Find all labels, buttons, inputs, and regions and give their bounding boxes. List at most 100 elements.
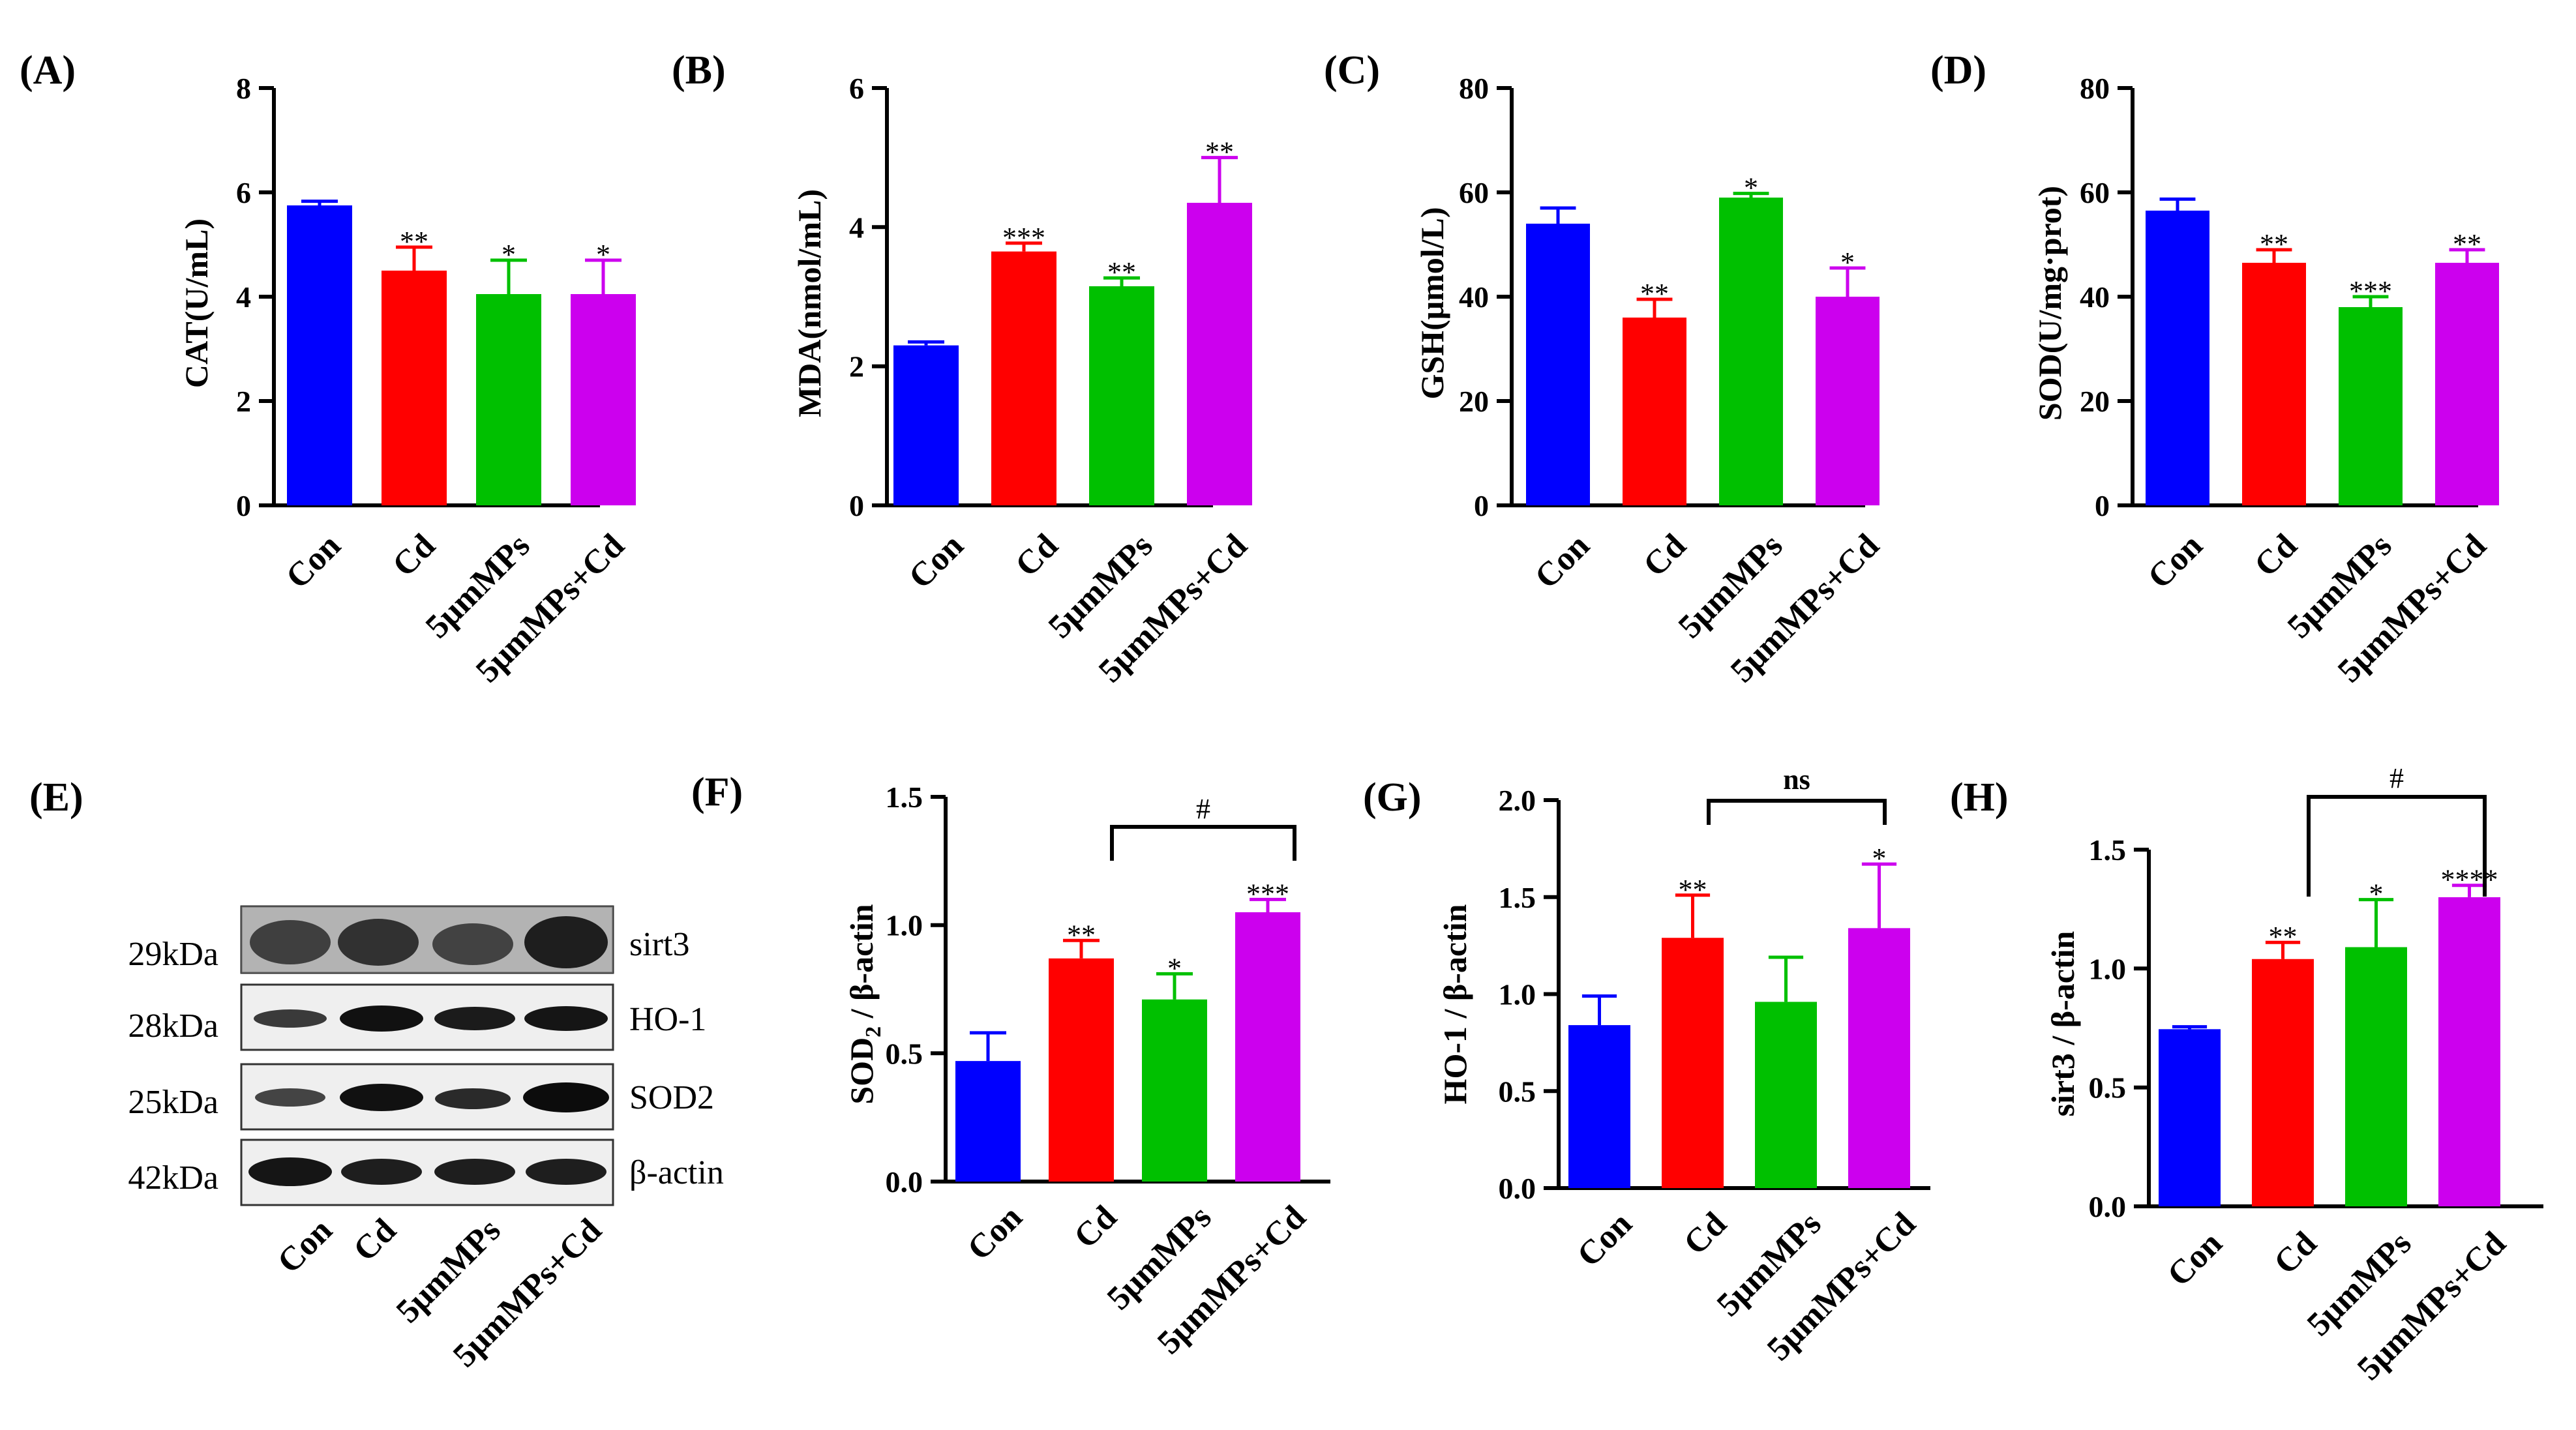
blot-band — [255, 1088, 325, 1107]
panel-d: (D) SOD(U/mg·prot) 0 20 40 60 80 — [1930, 48, 2499, 690]
error-bars-b — [908, 156, 1238, 346]
sig-label-h-mps: * — [2369, 878, 2384, 910]
bars-c — [1526, 198, 1880, 505]
blot-protein-label: β-actin — [629, 1154, 724, 1191]
bar-g-cd — [1662, 938, 1724, 1188]
blot-band — [341, 1159, 422, 1185]
y-ticks-f: 0.0 0.5 1.0 1.5 — [886, 781, 946, 1199]
x-tick-labels-f: Con Cd 5μmMPs 5μmMPs+Cd — [961, 1199, 1313, 1362]
x-tick-labels-b: Con Cd 5μmMPs 5μmMPs+Cd — [902, 527, 1255, 690]
x-tick-label-b-cd: Cd — [1008, 527, 1065, 584]
sig-label-a-mps-cd: * — [596, 239, 610, 271]
comparison-label-h: # — [2389, 762, 2404, 794]
y-tick-label-f-3: 1.5 — [886, 781, 923, 814]
blot-band — [435, 1088, 511, 1109]
y-tick-label-g-1: 0.5 — [1499, 1075, 1536, 1108]
x-tick-label-h-con: Con — [2161, 1225, 2230, 1294]
y-tick-label-d-0: 0 — [2095, 489, 2110, 522]
x-tick-label-h-cd: Cd — [2267, 1225, 2324, 1281]
sig-label-b-mps-cd: ** — [1205, 136, 1234, 168]
x-tick-labels-g: Con Cd 5μmMPs 5μmMPs+Cd — [1570, 1205, 1923, 1368]
error-bars-f — [970, 897, 1286, 1062]
bar-b-mps-cd — [1187, 203, 1252, 505]
blot-band — [526, 1159, 607, 1185]
error-bar-d-con — [2159, 197, 2196, 211]
error-bar-a-mps — [490, 258, 527, 294]
panel-label-b: (B) — [672, 48, 726, 93]
bar-b-cd — [991, 251, 1056, 505]
y-ticks-a: 0 2 4 6 8 — [236, 72, 274, 522]
error-bar-f-cd — [1063, 938, 1100, 959]
error-bars-d — [2159, 197, 2485, 307]
y-axis-label-b: MDA(nmol/mL) — [791, 189, 828, 417]
blot-band — [254, 1009, 327, 1028]
sig-label-g-cd: ** — [1679, 874, 1707, 906]
y-ticks-h: 0.0 0.5 1.0 1.5 — [2089, 833, 2149, 1223]
error-bar-f-con — [970, 1031, 1006, 1062]
y-tick-label-b-2: 4 — [849, 211, 864, 244]
bar-h-con — [2159, 1029, 2221, 1206]
x-tick-label-c-con: Con — [1528, 527, 1597, 596]
x-tick-label-f-cd: Cd — [1067, 1199, 1124, 1255]
sig-label-a-cd: ** — [400, 226, 428, 258]
sig-label-b-cd: *** — [1002, 222, 1045, 254]
y-axis-label-a: CAT(U/mL) — [178, 218, 215, 388]
x-tick-label-b-con: Con — [902, 527, 971, 596]
blot-band — [338, 919, 419, 966]
y-tick-label-g-2: 1.0 — [1499, 978, 1536, 1011]
sig-label-d-mps-cd: ** — [2453, 228, 2481, 260]
bar-f-cd — [1049, 958, 1114, 1182]
comparison-label-f: # — [1196, 793, 1210, 825]
error-bar-a-con — [301, 200, 338, 205]
sig-label-d-mps: *** — [2349, 275, 2392, 307]
bars-g — [1568, 928, 1910, 1188]
error-bar-g-mps-cd — [1861, 862, 1897, 929]
bar-a-mps-cd — [571, 294, 636, 505]
bars-b — [893, 203, 1252, 505]
blot-band — [434, 1007, 515, 1030]
blot-kda-label: 29kDa — [128, 936, 218, 973]
significance-d: ** *** ** — [2260, 228, 2481, 307]
blot-band — [248, 1157, 332, 1186]
blot-protein-label: SOD2 — [629, 1079, 714, 1116]
x-tick-label-f-con: Con — [961, 1199, 1030, 1268]
significance-a: ** * * — [400, 226, 610, 271]
y-tick-label-g-4: 2.0 — [1499, 784, 1536, 817]
y-tick-label-d-4: 80 — [2080, 72, 2110, 105]
sig-label-c-mps-cd: * — [1840, 246, 1855, 278]
y-ticks-d: 0 20 40 60 80 — [2080, 72, 2133, 522]
sig-label-h-cd: ** — [2269, 921, 2298, 953]
bar-g-mps — [1755, 1002, 1817, 1188]
bar-g-con — [1568, 1025, 1630, 1188]
blot-band — [523, 1082, 609, 1112]
blot-band — [432, 923, 513, 965]
y-tick-label-c-3: 60 — [1459, 176, 1489, 209]
sig-label-h-mps-cd: **** — [2441, 864, 2498, 896]
y-axis-label-f: SOD2 / β-actin — [843, 904, 886, 1104]
panel-label-f: (F) — [691, 770, 743, 814]
panel-c: (C) GSH(μmol/L) 0 20 40 60 80 — [1324, 48, 1887, 690]
y-tick-label-h-1: 0.5 — [2089, 1071, 2127, 1105]
error-bar-h-con — [2172, 1025, 2208, 1030]
bar-a-cd — [382, 271, 447, 505]
bar-a-mps — [476, 294, 541, 505]
bar-d-con — [2146, 211, 2209, 505]
blot-band — [340, 1005, 423, 1032]
blot-kda-label: 28kDa — [128, 1007, 218, 1045]
error-bar-d-mps-cd — [2449, 248, 2485, 263]
y-tick-label-c-4: 80 — [1459, 72, 1489, 105]
x-tick-label-g-cd: Cd — [1677, 1205, 1733, 1262]
error-bar-b-con — [908, 340, 944, 346]
blot-lane-label-con: Con — [271, 1212, 340, 1281]
bar-d-mps — [2339, 307, 2403, 505]
panel-label-d: (D) — [1930, 48, 1986, 93]
bar-h-mps-cd — [2438, 897, 2500, 1206]
y-axis-label-c: GSH(μmol/L) — [1414, 207, 1450, 399]
blot-lane-labels: Con Cd 5μmMPs 5μmMPs+Cd — [271, 1212, 609, 1375]
bar-b-mps — [1089, 286, 1154, 505]
error-bars-g — [1581, 862, 1897, 1026]
blot-protein-label: sirt3 — [629, 926, 689, 963]
error-bar-a-cd — [396, 245, 432, 271]
error-bar-b-mps — [1103, 276, 1140, 286]
error-bar-a-mps-cd — [585, 258, 622, 294]
